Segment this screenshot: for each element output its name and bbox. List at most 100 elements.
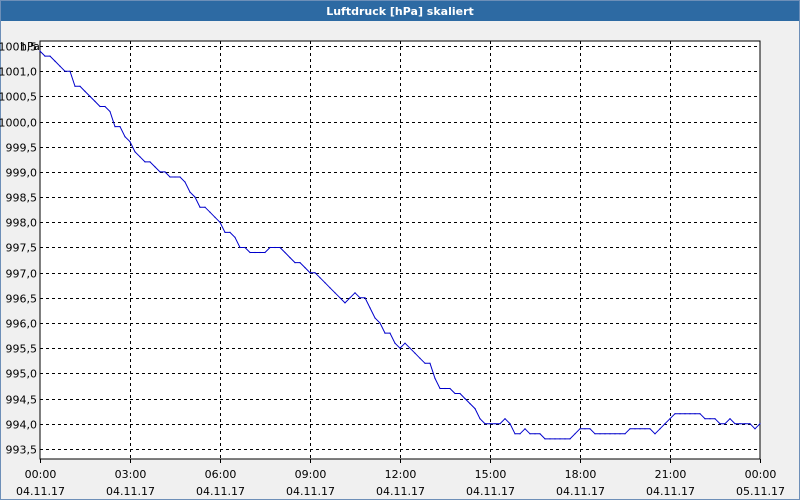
data-point xyxy=(374,317,376,319)
data-point xyxy=(174,176,176,178)
data-point xyxy=(544,438,546,440)
y-tick-label: 996,0 xyxy=(6,318,38,331)
data-point xyxy=(184,181,186,183)
data-point xyxy=(384,332,386,334)
data-point xyxy=(679,413,681,415)
data-point xyxy=(364,297,366,299)
data-point xyxy=(169,176,171,178)
data-point xyxy=(369,307,371,309)
data-point xyxy=(629,428,631,430)
data-point xyxy=(299,262,301,264)
data-point xyxy=(294,262,296,264)
data-point xyxy=(464,398,466,400)
data-point xyxy=(139,156,141,158)
data-point xyxy=(329,287,331,289)
data-point xyxy=(494,423,496,425)
data-point xyxy=(214,216,216,218)
data-point xyxy=(649,428,651,430)
data-point xyxy=(654,433,656,435)
data-point xyxy=(304,267,306,269)
x-tick-time-label: 12:00 xyxy=(385,468,417,481)
grid-lines xyxy=(40,41,760,459)
data-point xyxy=(119,126,121,128)
x-tick-date-label: 04.11.17 xyxy=(286,485,335,498)
pressure-series-points xyxy=(39,50,761,440)
data-point xyxy=(189,191,191,193)
data-point xyxy=(549,438,551,440)
y-axis-label: hPa xyxy=(20,40,40,53)
data-point xyxy=(319,277,321,279)
x-tick-time-label: 18:00 xyxy=(565,468,597,481)
data-point xyxy=(229,231,231,233)
data-point xyxy=(99,105,101,108)
data-point xyxy=(424,362,426,364)
data-point xyxy=(739,423,741,425)
data-point xyxy=(129,141,131,143)
data-point xyxy=(74,85,76,87)
data-point xyxy=(49,55,51,57)
data-point xyxy=(729,418,731,420)
data-point xyxy=(314,272,316,274)
data-point xyxy=(164,171,166,173)
x-tick-time-label: 00:00 xyxy=(745,468,777,481)
data-point xyxy=(79,85,81,87)
data-point xyxy=(639,428,641,430)
y-tick-label: 996,5 xyxy=(6,293,38,306)
data-point xyxy=(389,332,391,334)
data-point xyxy=(149,161,151,163)
data-point xyxy=(289,257,291,259)
data-point xyxy=(324,282,326,284)
data-point xyxy=(459,392,461,395)
data-point xyxy=(114,126,116,128)
data-point xyxy=(284,251,286,254)
x-tick-date-label: 05.11.17 xyxy=(736,485,785,498)
data-point xyxy=(154,166,156,168)
data-point xyxy=(234,236,236,238)
data-point xyxy=(94,100,96,102)
data-point xyxy=(484,423,486,425)
data-point xyxy=(44,55,46,57)
title-bar: Luftdruck [hPa] skaliert xyxy=(1,1,799,21)
data-point xyxy=(309,272,311,274)
data-point xyxy=(199,206,201,208)
data-point xyxy=(399,347,401,349)
data-point xyxy=(564,438,566,440)
y-tick-label: 1001,5 xyxy=(0,41,37,54)
data-point xyxy=(624,433,626,435)
data-point xyxy=(479,418,481,420)
y-tick-label: 998,5 xyxy=(6,192,38,205)
x-tick-date-label: 04.11.17 xyxy=(16,485,65,498)
data-point xyxy=(504,418,506,420)
data-point xyxy=(239,246,241,249)
data-point xyxy=(719,423,721,425)
y-tick-label: 1000,0 xyxy=(0,117,37,130)
data-point xyxy=(444,387,446,390)
y-tick-label: 995,0 xyxy=(6,368,38,381)
data-point xyxy=(359,297,361,299)
data-point xyxy=(254,251,256,254)
data-point xyxy=(584,428,586,430)
data-point xyxy=(669,418,671,420)
data-point xyxy=(749,423,751,425)
data-point xyxy=(404,342,406,344)
data-point xyxy=(64,70,66,72)
data-point xyxy=(474,408,476,410)
data-point xyxy=(179,176,181,178)
x-tick-time-label: 00:00 xyxy=(25,468,57,481)
data-point xyxy=(134,151,136,153)
data-point xyxy=(529,433,531,435)
data-point xyxy=(659,428,661,430)
data-point xyxy=(84,90,86,92)
data-point xyxy=(249,251,251,254)
data-point xyxy=(534,433,536,435)
data-point xyxy=(59,65,61,67)
data-point xyxy=(744,423,746,425)
data-point xyxy=(449,387,451,390)
window-title: Luftdruck [hPa] skaliert xyxy=(326,4,474,18)
y-tick-label: 997,5 xyxy=(6,242,38,255)
data-point xyxy=(349,297,351,299)
data-point xyxy=(409,347,411,349)
data-point xyxy=(559,438,561,440)
y-tick-label: 997,0 xyxy=(6,268,38,281)
data-point xyxy=(194,196,196,198)
